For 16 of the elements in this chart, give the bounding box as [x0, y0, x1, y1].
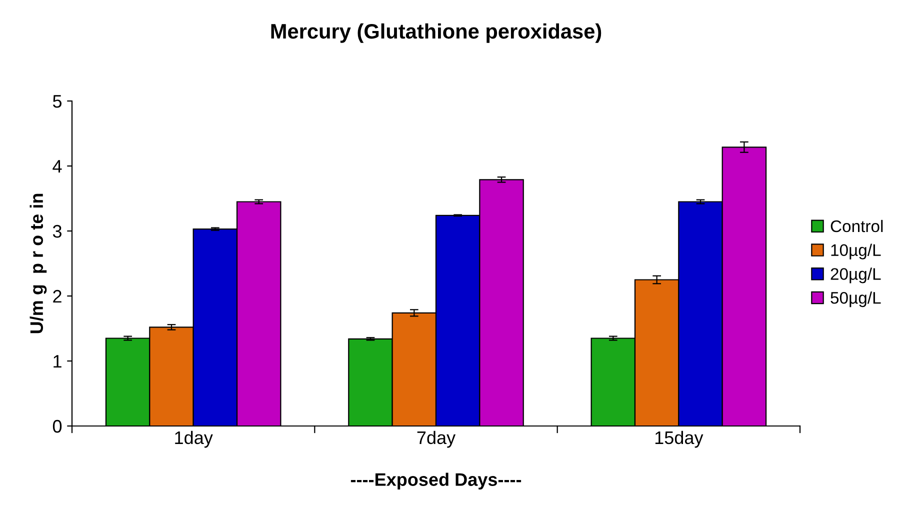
legend-label: Control [830, 220, 883, 232]
x-tick-label: 7day [417, 430, 456, 448]
y-axis-title: U/m g p r o te in [30, 194, 47, 334]
legend-label: 10µg/L [831, 244, 881, 260]
x-tick-label: 1day [175, 430, 213, 448]
y-tick-label: 4 [52, 160, 62, 173]
legend-label: 50µg/L [830, 292, 881, 308]
y-tick-label: 2 [53, 290, 62, 303]
y-tick-label: 1 [54, 355, 62, 368]
y-tick-label: 0 [52, 420, 62, 433]
chart-title: Mercury (Glutathione peroxidase) [271, 23, 602, 43]
legend-label: 20µg/L [830, 268, 881, 284]
x-tick-label: 15day [655, 430, 704, 448]
x-axis-title: ----Exposed Days---- [350, 472, 522, 490]
y-tick-label: 5 [52, 95, 62, 108]
y-tick-label: 3 [52, 224, 62, 238]
